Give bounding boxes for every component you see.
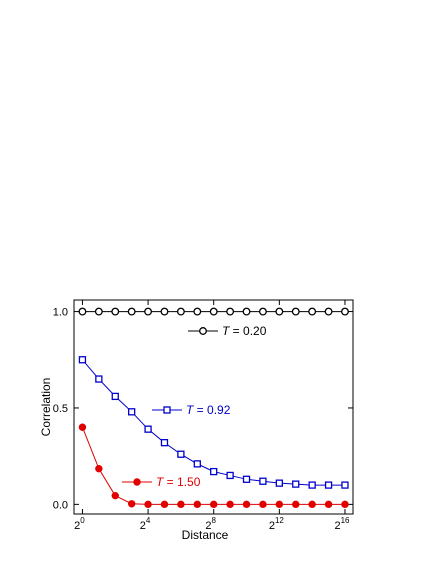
data-point-2-14 [308, 500, 316, 509]
data-point-0-3 [127, 307, 136, 316]
data-point-0-8 [209, 307, 218, 316]
data-point-2-13 [292, 500, 300, 509]
legend: T = 0.20 T = 0.92 T = 1.50 [122, 324, 267, 489]
data-point-0-9 [226, 307, 235, 316]
data-point-1-9 [226, 471, 234, 480]
data-point-1-1 [95, 375, 103, 383]
series-1 [78, 356, 349, 489]
data-point-0-2 [111, 307, 120, 316]
y-axis-label: Correlation [39, 378, 53, 437]
data-point-0-10 [242, 307, 251, 316]
data-point-0-11 [258, 307, 267, 316]
legend-entry-1: T = 0.92 [152, 403, 231, 417]
data-point-1-6 [177, 450, 185, 458]
legend-marker-2 [133, 478, 141, 486]
legend-entry-2: T = 1.50 [122, 475, 201, 489]
y-tick-label-2: 1.0 [53, 307, 68, 319]
data-point-2-11 [259, 500, 267, 509]
data-point-1-8 [210, 467, 218, 476]
x-tick-label-1: 24 [140, 516, 151, 532]
x-axis: 20 24 28 212 216 [74, 300, 350, 532]
series-line-2 [81, 427, 345, 505]
legend-label-1: T = 0.92 [186, 403, 231, 417]
data-point-0-1 [94, 307, 103, 316]
data-point-2-3 [127, 500, 136, 508]
series-2 [78, 423, 349, 509]
data-point-2-8 [210, 500, 218, 509]
legend-entry-0: T = 0.20 [188, 324, 267, 338]
data-point-2-12 [275, 500, 284, 509]
data-point-2-2 [111, 491, 119, 500]
data-point-0-12 [275, 307, 284, 316]
data-point-0-16 [341, 307, 349, 316]
data-point-0-4 [144, 307, 153, 316]
legend-label-0: T = 0.20 [222, 324, 267, 338]
data-point-1-0 [78, 356, 87, 364]
data-point-0-15 [324, 307, 333, 316]
data-point-1-5 [160, 439, 169, 447]
data-point-1-14 [308, 481, 316, 489]
x-axis-label: Distance [182, 528, 229, 542]
data-point-0-6 [176, 307, 185, 316]
data-point-1-16 [341, 481, 349, 489]
y-tick-label-0: 0.0 [53, 499, 68, 511]
data-point-1-10 [242, 475, 251, 483]
data-point-2-16 [341, 500, 349, 509]
data-point-1-3 [128, 408, 136, 416]
data-point-0-5 [160, 307, 169, 316]
data-point-2-1 [95, 464, 103, 473]
legend-marker-0 [199, 327, 207, 335]
x-tick-label-2: 28 [205, 516, 216, 532]
x-tick-label-3: 212 [269, 516, 285, 532]
data-point-2-10 [242, 500, 251, 509]
legend-label-2: T = 1.50 [156, 475, 201, 489]
data-point-2-9 [226, 500, 234, 509]
data-point-1-15 [324, 481, 333, 489]
y-tick-label-1: 0.5 [53, 403, 68, 415]
data-point-2-6 [177, 500, 185, 509]
data-point-2-15 [324, 500, 333, 509]
data-point-0-13 [291, 307, 300, 316]
x-tick-label-4: 216 [334, 516, 350, 532]
x-tick-label-0: 20 [74, 516, 85, 532]
y-axis: 0.0 0.5 1.0 [53, 307, 353, 511]
data-point-1-11 [259, 477, 267, 485]
data-point-2-0 [78, 423, 87, 431]
series-line-1 [82, 359, 345, 486]
legend-marker-1 [163, 406, 171, 414]
data-point-1-12 [275, 479, 283, 487]
data-point-1-4 [144, 425, 152, 433]
data-point-2-4 [144, 500, 152, 509]
data-point-0-14 [308, 307, 317, 316]
data-point-2-5 [160, 500, 169, 509]
data-point-0-7 [193, 307, 202, 316]
data-point-1-13 [292, 480, 300, 488]
data-point-2-7 [193, 500, 201, 509]
data-series [78, 307, 349, 509]
data-point-0-0 [78, 307, 87, 316]
series-0 [78, 307, 349, 316]
data-point-1-2 [111, 392, 119, 401]
data-point-1-7 [193, 460, 201, 468]
